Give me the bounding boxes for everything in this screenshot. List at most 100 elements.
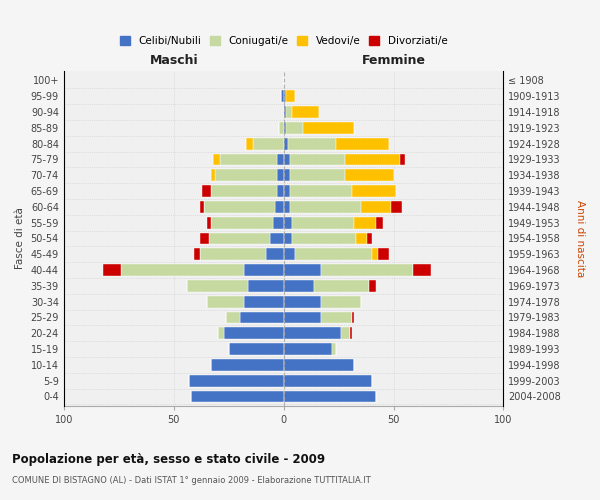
Bar	[284, 185, 290, 197]
Bar	[290, 154, 345, 166]
Bar	[370, 280, 376, 292]
Bar	[413, 264, 431, 276]
Bar	[205, 201, 275, 213]
Bar	[218, 328, 224, 339]
Bar	[352, 185, 396, 197]
Bar	[284, 359, 354, 371]
Bar	[354, 217, 376, 228]
Bar	[286, 122, 304, 134]
Bar	[209, 232, 271, 244]
Bar	[200, 201, 205, 213]
Bar	[391, 201, 403, 213]
Bar	[284, 232, 292, 244]
Bar	[211, 185, 277, 197]
Bar	[191, 390, 284, 402]
Bar	[292, 106, 319, 118]
Y-axis label: Anni di nascita: Anni di nascita	[575, 200, 585, 277]
Bar	[400, 154, 404, 166]
Bar	[271, 232, 284, 244]
Bar	[200, 232, 209, 244]
Bar	[248, 280, 284, 292]
Bar	[277, 154, 284, 166]
Bar	[202, 185, 211, 197]
Bar	[211, 359, 284, 371]
Bar	[284, 328, 341, 339]
Bar	[266, 248, 284, 260]
Bar	[277, 185, 284, 197]
Bar	[292, 217, 354, 228]
Bar	[284, 154, 290, 166]
Legend: Celibi/Nubili, Coniugati/e, Vedovi/e, Divorziati/e: Celibi/Nubili, Coniugati/e, Vedovi/e, Di…	[120, 36, 448, 46]
Text: COMUNE DI BISTAGNO (AL) - Dati ISTAT 1° gennaio 2009 - Elaborazione TUTTITALIA.I: COMUNE DI BISTAGNO (AL) - Dati ISTAT 1° …	[12, 476, 371, 485]
Bar	[290, 170, 345, 181]
Bar	[206, 217, 211, 228]
Bar	[284, 248, 295, 260]
Bar	[345, 154, 400, 166]
Bar	[284, 201, 290, 213]
Bar	[378, 248, 389, 260]
Bar	[376, 217, 383, 228]
Bar	[284, 217, 292, 228]
Bar	[321, 264, 413, 276]
Bar	[284, 122, 286, 134]
Bar	[288, 138, 337, 149]
Bar	[200, 248, 266, 260]
Bar	[189, 375, 284, 386]
Bar	[213, 154, 220, 166]
Bar	[284, 312, 321, 324]
Bar	[215, 170, 277, 181]
Bar	[284, 390, 376, 402]
Y-axis label: Fasce di età: Fasce di età	[15, 208, 25, 270]
Bar	[290, 185, 352, 197]
Bar	[211, 170, 215, 181]
Bar	[224, 328, 284, 339]
Bar	[292, 232, 356, 244]
Bar	[229, 343, 284, 355]
Bar	[284, 90, 286, 102]
Bar	[121, 264, 244, 276]
Bar	[284, 280, 314, 292]
Bar	[284, 264, 321, 276]
Bar	[194, 248, 200, 260]
Bar	[246, 138, 253, 149]
Bar	[321, 312, 352, 324]
Bar	[337, 138, 389, 149]
Text: Femmine: Femmine	[362, 54, 425, 67]
Bar	[284, 138, 288, 149]
Bar	[286, 90, 295, 102]
Bar	[277, 170, 284, 181]
Text: Popolazione per età, sesso e stato civile - 2009: Popolazione per età, sesso e stato civil…	[12, 452, 325, 466]
Bar	[226, 312, 239, 324]
Bar	[244, 296, 284, 308]
Bar	[103, 264, 121, 276]
Text: Maschi: Maschi	[149, 54, 198, 67]
Bar	[284, 106, 286, 118]
Bar	[314, 280, 370, 292]
Bar	[286, 106, 292, 118]
Bar	[211, 217, 272, 228]
Bar	[341, 328, 350, 339]
Bar	[356, 232, 367, 244]
Bar	[367, 232, 371, 244]
Bar	[253, 138, 284, 149]
Bar	[284, 343, 332, 355]
Bar	[321, 296, 361, 308]
Bar	[284, 296, 321, 308]
Bar	[361, 201, 391, 213]
Bar	[275, 201, 284, 213]
Bar	[284, 375, 371, 386]
Bar	[332, 343, 337, 355]
Bar	[279, 122, 284, 134]
Bar	[345, 170, 394, 181]
Bar	[281, 90, 284, 102]
Bar	[304, 122, 354, 134]
Bar	[239, 312, 284, 324]
Bar	[272, 217, 284, 228]
Bar	[371, 248, 378, 260]
Bar	[295, 248, 371, 260]
Bar	[206, 296, 244, 308]
Bar	[244, 264, 284, 276]
Bar	[352, 312, 354, 324]
Bar	[284, 170, 290, 181]
Bar	[187, 280, 248, 292]
